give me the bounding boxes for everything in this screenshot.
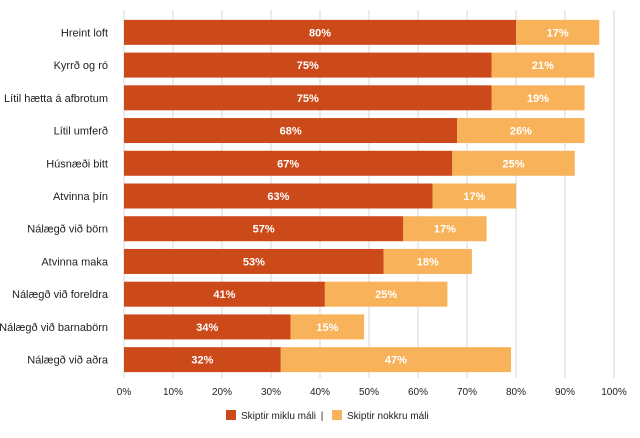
- bar-segment-miklu: [124, 281, 325, 307]
- legend-swatch-nokkru: [332, 410, 342, 420]
- bar-segment-miklu: [124, 248, 384, 274]
- bar-segment-nokkru: [491, 52, 595, 78]
- category-label: Húsnæði bitt: [46, 158, 108, 170]
- bar-value-label: 34%: [196, 322, 218, 334]
- bar-segment-nokkru: [457, 118, 585, 144]
- x-tick-label: 50%: [359, 387, 379, 398]
- category-label: Hreint loft: [61, 27, 108, 39]
- x-tick-label: 20%: [212, 387, 232, 398]
- bar-value-label: 26%: [510, 126, 532, 138]
- legend-label-nokkru: Skiptir nokkru máli: [347, 411, 429, 422]
- bar-value-label: 18%: [417, 256, 439, 268]
- bar-segment-nokkru: [491, 85, 585, 111]
- category-label: Nálægð við foreldra: [12, 289, 109, 301]
- legend-label-miklu: Skiptir miklu máli: [241, 411, 316, 422]
- x-tick-label: 100%: [601, 387, 627, 398]
- category-label: Atvinna maka: [41, 256, 109, 268]
- bar-segment-nokkru: [403, 216, 487, 242]
- bar-value-label: 25%: [375, 289, 397, 301]
- bar-value-label: 19%: [527, 93, 549, 105]
- bar-segment-nokkru: [452, 150, 575, 176]
- category-label: Atvinna þín: [53, 191, 108, 203]
- bar-segment-miklu: [124, 118, 458, 144]
- bar-segment-miklu: [124, 150, 453, 176]
- legend-swatch-miklu: [226, 410, 236, 420]
- bar-value-label: 53%: [243, 256, 265, 268]
- category-label: Nálægð við börn: [27, 224, 108, 236]
- category-labels: Hreint loft Kyrrð og ró Lítil hætta á afbr…: [0, 27, 109, 366]
- bar-value-label: 17%: [463, 191, 485, 203]
- x-tick-label: 10%: [163, 387, 183, 398]
- bar-value-label: 32%: [191, 355, 213, 367]
- bar-segment-miklu: [124, 314, 291, 340]
- bar-value-label: 68%: [280, 126, 302, 138]
- category-label: Nálægð við barnabörn: [0, 322, 108, 334]
- bar-value-label: 17%: [434, 224, 456, 236]
- bar-value-labels: 80% 17% 75% 21% 75% 19% 68% 26% 67% 25% 63% 17% 57% 1…: [191, 27, 568, 366]
- bar-value-label: 75%: [297, 60, 319, 72]
- bars: [124, 19, 600, 373]
- bar-value-label: 47%: [385, 355, 407, 367]
- x-tick-label: 0%: [117, 387, 132, 398]
- x-tick-label: 40%: [310, 387, 330, 398]
- category-label: Kyrrð og ró: [54, 60, 108, 72]
- bar-value-label: 21%: [532, 60, 554, 72]
- bar-value-label: 15%: [316, 322, 338, 334]
- bar-segment-nokkru: [383, 248, 472, 274]
- x-tick-label: 80%: [506, 387, 526, 398]
- bar-value-label: 17%: [547, 27, 569, 39]
- bar-value-label: 63%: [267, 191, 289, 203]
- category-label: Lítil umferð: [54, 126, 108, 138]
- bar-segment-nokkru: [516, 19, 600, 45]
- bar-value-label: 75%: [297, 93, 319, 105]
- legend: Skiptir miklu máli | Skiptir nokkru máli: [226, 410, 429, 422]
- category-label: Lítil hætta á afbrotum: [4, 93, 108, 105]
- bar-segment-nokkru: [324, 281, 448, 307]
- bar-segment-miklu: [124, 347, 281, 373]
- bar-value-label: 57%: [253, 224, 275, 236]
- x-tick-label: 90%: [555, 387, 575, 398]
- x-tick-label: 70%: [457, 387, 477, 398]
- bar-value-label: 67%: [277, 158, 299, 170]
- bar-value-label: 25%: [503, 158, 525, 170]
- bar-segment-nokkru: [290, 314, 365, 340]
- bar-segment-miklu: [124, 52, 492, 78]
- bar-segment-miklu: [124, 216, 404, 242]
- bar-segment-nokkru: [432, 183, 516, 209]
- bar-segment-miklu: [124, 19, 516, 45]
- bar-value-label: 80%: [309, 27, 331, 39]
- x-axis-tick-labels: 0% 10% 20% 30% 40% 50% 60% 70% 80% 90% 100%: [117, 387, 627, 398]
- bar-segment-miklu: [124, 183, 433, 209]
- category-label: Nálægð við aðra: [27, 355, 109, 367]
- bar-value-label: 41%: [213, 289, 235, 301]
- x-tick-label: 30%: [261, 387, 281, 398]
- x-tick-label: 60%: [408, 387, 428, 398]
- bar-segment-miklu: [124, 85, 492, 111]
- bar-segment-nokkru: [280, 347, 512, 373]
- legend-separator: |: [321, 411, 324, 422]
